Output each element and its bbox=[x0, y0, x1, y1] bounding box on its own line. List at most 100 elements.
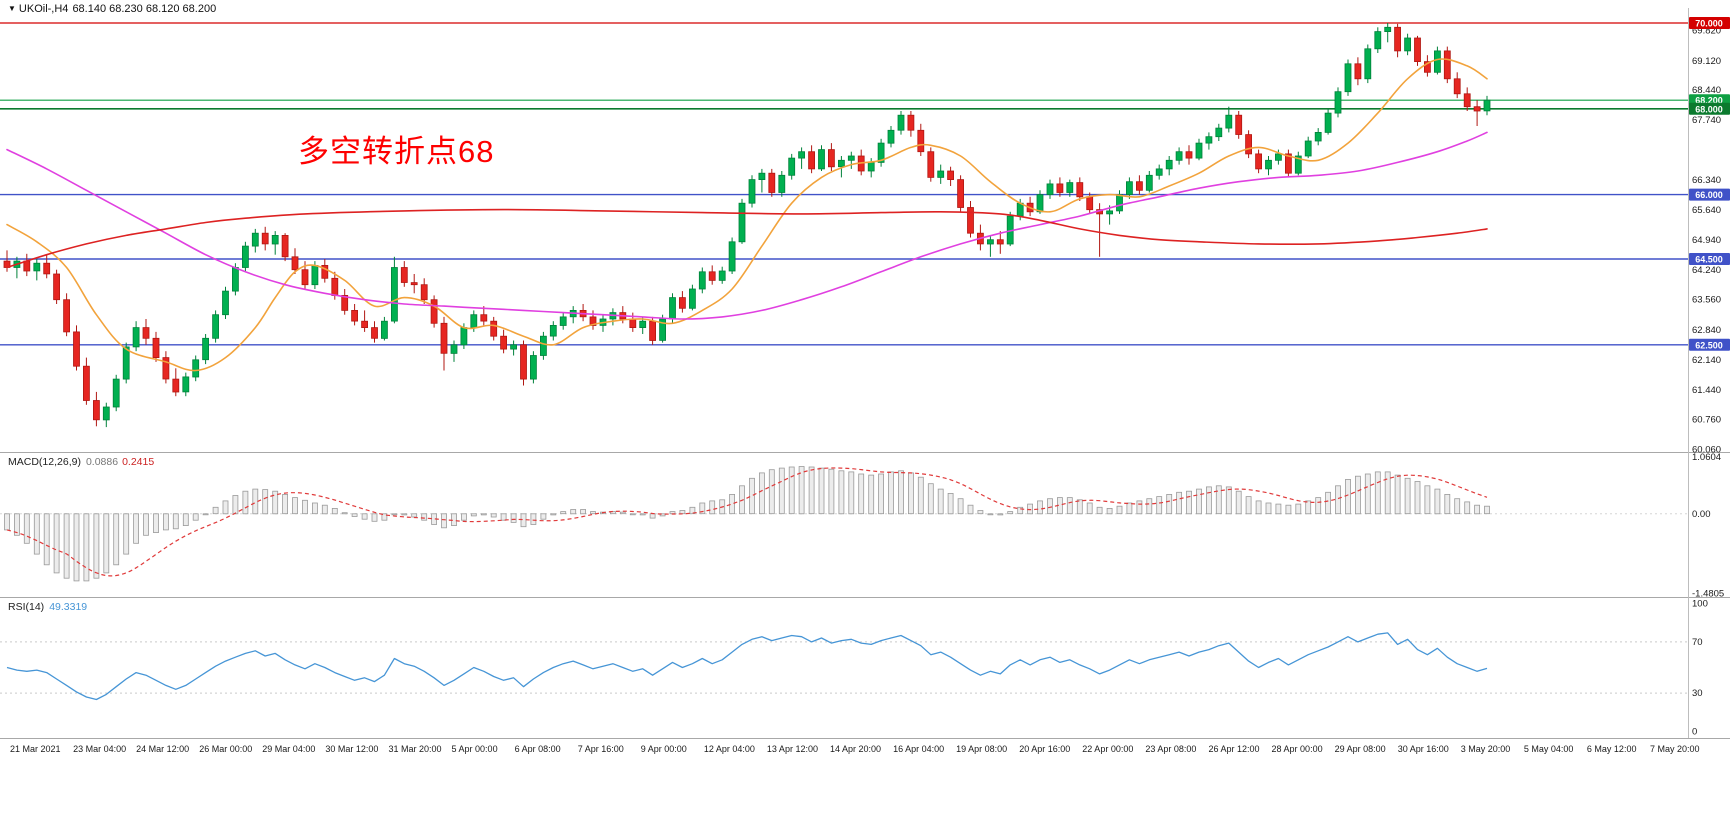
macd-histogram-bar bbox=[530, 513, 537, 525]
chart-annotation-text[interactable]: 多空转折点68 bbox=[298, 134, 495, 169]
macd-histogram-bar bbox=[1444, 493, 1451, 515]
macd-histogram-bar bbox=[13, 513, 20, 536]
time-axis-label: 9 Apr 00:00 bbox=[641, 744, 687, 754]
time-axis-label: 6 May 12:00 bbox=[1587, 744, 1637, 754]
macd-histogram-bar bbox=[123, 513, 130, 555]
macd-histogram-bar bbox=[391, 513, 398, 516]
time-axis-label: 22 Apr 00:00 bbox=[1082, 744, 1133, 754]
macd-histogram-bar bbox=[788, 466, 795, 515]
macd-histogram-bar bbox=[878, 473, 884, 515]
macd-indicator-label: MACD(12,26,9) 0.0886 0.2415 bbox=[8, 456, 154, 468]
candle-up bbox=[122, 346, 130, 380]
macd-histogram-bar bbox=[1265, 502, 1272, 515]
macd-histogram-bar bbox=[1166, 493, 1173, 515]
macd-histogram-bar bbox=[311, 502, 318, 515]
macd-histogram-bar bbox=[778, 467, 785, 515]
candle-up bbox=[1294, 155, 1302, 174]
rsi-axis-label: 70 bbox=[1692, 637, 1703, 648]
candle-down bbox=[708, 271, 716, 281]
candle-down bbox=[957, 179, 964, 208]
macd-signal-line bbox=[6, 467, 1488, 577]
macd-histogram-bar bbox=[272, 490, 279, 515]
macd-histogram-bar bbox=[83, 513, 90, 582]
candle-up bbox=[1126, 181, 1133, 195]
ma-fast-orange bbox=[6, 58, 1488, 372]
macd-histogram-bar bbox=[629, 513, 636, 516]
candle-down bbox=[808, 151, 815, 170]
macd-histogram-bar bbox=[848, 471, 855, 515]
macd-histogram-bar bbox=[1027, 503, 1033, 515]
candle-down bbox=[1056, 183, 1064, 193]
candle-up bbox=[818, 149, 825, 170]
macd-histogram-bar bbox=[590, 511, 596, 515]
candle-up bbox=[559, 316, 567, 326]
macd-histogram-bar bbox=[798, 466, 805, 515]
macd-histogram-bar bbox=[1474, 504, 1480, 515]
candle-up bbox=[937, 170, 945, 178]
candle-down bbox=[341, 294, 349, 311]
candle-down bbox=[1245, 134, 1252, 155]
macd-axis-label: 0.00 bbox=[1692, 509, 1711, 520]
candle-up bbox=[1145, 174, 1153, 191]
macd-histogram-bar bbox=[977, 510, 984, 515]
macd-histogram-bar bbox=[570, 509, 577, 515]
candle-up bbox=[847, 155, 855, 161]
candle-up bbox=[798, 151, 805, 159]
macd-histogram-bar bbox=[470, 513, 477, 517]
ma-medium-magenta bbox=[6, 131, 1488, 320]
macd-histogram-bar bbox=[510, 513, 517, 523]
macd-histogram-bar bbox=[212, 506, 219, 515]
candle-up bbox=[1165, 159, 1173, 170]
rsi-axis-label: 0 bbox=[1692, 727, 1697, 738]
price-axis-label: 60.060 bbox=[1692, 444, 1721, 455]
time-axis-label: 20 Apr 16:00 bbox=[1019, 744, 1070, 754]
candle-down bbox=[480, 314, 488, 322]
price-axis-label: 68.440 bbox=[1692, 85, 1721, 96]
time-axis-label: 29 Apr 08:00 bbox=[1335, 744, 1386, 754]
macd-histogram-bar bbox=[480, 513, 487, 516]
candle-down bbox=[996, 239, 1004, 245]
macd-histogram-bar bbox=[917, 476, 924, 515]
time-axis-label: 24 Mar 12:00 bbox=[136, 744, 189, 754]
macd-histogram-bar bbox=[1424, 485, 1431, 515]
time-axis-label: 23 Mar 04:00 bbox=[73, 744, 126, 754]
candle-down bbox=[1076, 182, 1084, 198]
candle-up bbox=[251, 232, 259, 247]
rsi-indicator-label: RSI(14) 49.3319 bbox=[8, 601, 87, 613]
macd-histogram-bar bbox=[1364, 473, 1371, 515]
price-axis-label: 64.240 bbox=[1692, 265, 1721, 276]
macd-histogram-bar bbox=[302, 499, 308, 515]
candle-down bbox=[927, 151, 935, 178]
macd-value-signal: 0.2415 bbox=[122, 456, 155, 468]
macd-histogram-bar bbox=[43, 513, 50, 566]
time-axis-label: 19 Apr 08:00 bbox=[956, 744, 1007, 754]
candle-up bbox=[748, 179, 756, 204]
macd-histogram-bar bbox=[1225, 486, 1232, 515]
macd-histogram-bar bbox=[520, 513, 527, 528]
price-axis-label: 63.560 bbox=[1692, 294, 1721, 305]
macd-histogram-bar bbox=[1285, 504, 1292, 515]
macd-histogram-bar bbox=[133, 513, 140, 544]
time-axis-label: 6 Apr 08:00 bbox=[515, 744, 561, 754]
macd-axis-label: -1.4805 bbox=[1692, 588, 1724, 599]
candle-down bbox=[162, 357, 170, 380]
time-axis-label: 5 Apr 00:00 bbox=[452, 744, 498, 754]
macd-histogram-bar bbox=[1404, 477, 1411, 515]
candle-up bbox=[231, 267, 239, 292]
rsi-axis-label: 30 bbox=[1692, 688, 1703, 699]
macd-histogram-bar bbox=[4, 513, 10, 531]
candle-down bbox=[1394, 26, 1401, 52]
candle-down bbox=[907, 114, 915, 131]
rsi-title: RSI(14) bbox=[8, 601, 45, 613]
time-axis-label: 7 May 20:00 bbox=[1650, 744, 1700, 754]
macd-histogram-bar bbox=[381, 513, 388, 521]
time-axis-label: 3 May 20:00 bbox=[1461, 744, 1511, 754]
price-axis-label: 62.140 bbox=[1692, 355, 1721, 366]
macd-histogram-bar bbox=[699, 502, 706, 515]
macd-histogram-bar bbox=[1196, 488, 1202, 515]
candle-up bbox=[689, 288, 696, 309]
price-badge-label: 70.000 bbox=[1695, 19, 1723, 29]
macd-histogram-bar bbox=[550, 513, 557, 516]
